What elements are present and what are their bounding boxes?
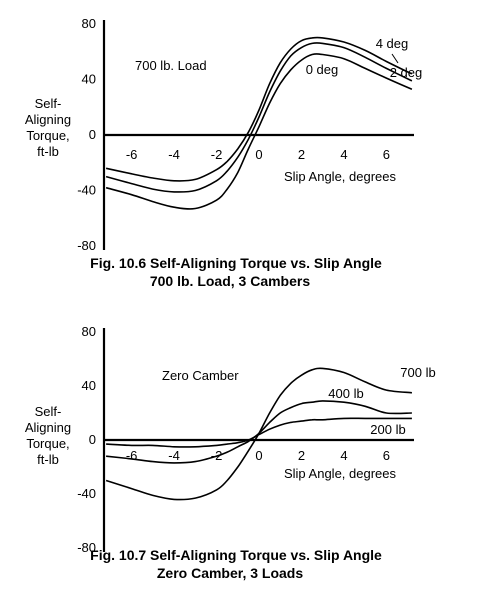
x-tick-label: 2 xyxy=(298,147,305,162)
y-axis-label-line: Self- xyxy=(35,96,62,111)
y-axis-label-line: ft-lb xyxy=(37,452,59,467)
series-label: 0 deg xyxy=(306,62,339,77)
chart-annotation: 700 lb. Load xyxy=(135,58,207,73)
figure-caption-line2: 700 lb. Load, 3 Cambers xyxy=(150,273,310,289)
x-tick-label: 2 xyxy=(298,448,305,463)
x-tick-label: 0 xyxy=(255,147,262,162)
figure-caption-line1: Fig. 10.6 Self-Aligning Torque vs. Slip … xyxy=(90,255,382,271)
y-tick-label: 0 xyxy=(89,432,96,447)
series-line xyxy=(106,417,412,448)
x-tick-label: -4 xyxy=(168,448,180,463)
y-tick-label: 40 xyxy=(82,72,96,87)
y-tick-label: -40 xyxy=(77,183,96,198)
x-tick-label: 4 xyxy=(340,147,347,162)
label-leader-line xyxy=(391,53,399,64)
y-tick-label: 0 xyxy=(89,127,96,142)
y-tick-label: -40 xyxy=(77,486,96,501)
y-axis-label-line: Aligning xyxy=(25,112,71,127)
figure-caption-line1: Fig. 10.7 Self-Aligning Torque vs. Slip … xyxy=(90,547,382,563)
y-tick-label: 40 xyxy=(82,378,96,393)
series-line xyxy=(105,42,413,193)
y-axis-label-line: ft-lb xyxy=(37,144,59,159)
series-line xyxy=(105,36,413,182)
series-label: 200 lb xyxy=(370,422,405,437)
x-axis-label: Slip Angle, degrees xyxy=(284,169,397,184)
x-tick-label: -4 xyxy=(168,147,180,162)
y-axis-label-line: Aligning xyxy=(25,420,71,435)
chart-panel-1: 80 40 0 -40 -80 -6 -4 -2 0 2 4 6 Self-AligningTorque… xyxy=(25,16,422,289)
series-label: 700 lb xyxy=(400,365,435,380)
y-axis-label-line: Torque, xyxy=(26,128,69,143)
y-axis-label-line: Self- xyxy=(35,404,62,419)
series-label: 400 lb xyxy=(328,386,363,401)
y-tick-label: -80 xyxy=(77,540,96,555)
x-tick-label: 6 xyxy=(383,448,390,463)
x-tick-label: 6 xyxy=(383,147,390,162)
series-line xyxy=(105,367,412,501)
x-tick-label: -2 xyxy=(211,147,223,162)
series-label: 2 deg xyxy=(390,65,423,80)
figure-caption-line2: Zero Camber, 3 Loads xyxy=(157,565,303,581)
x-axis-label: Slip Angle, degrees xyxy=(284,466,397,481)
x-tick-label: -6 xyxy=(126,448,138,463)
y-tick-label: -80 xyxy=(77,238,96,253)
x-tick-label: 0 xyxy=(255,448,262,463)
y-axis-label-line: Torque, xyxy=(26,436,69,451)
chart-annotation: Zero Camber xyxy=(162,368,239,383)
y-tick-label: 80 xyxy=(82,324,96,339)
y-tick-label: 80 xyxy=(82,16,96,31)
series-line xyxy=(106,400,412,464)
x-tick-label: -6 xyxy=(126,147,138,162)
series-label: 4 deg xyxy=(376,36,409,51)
series-line xyxy=(105,53,413,210)
x-tick-label: 4 xyxy=(340,448,347,463)
